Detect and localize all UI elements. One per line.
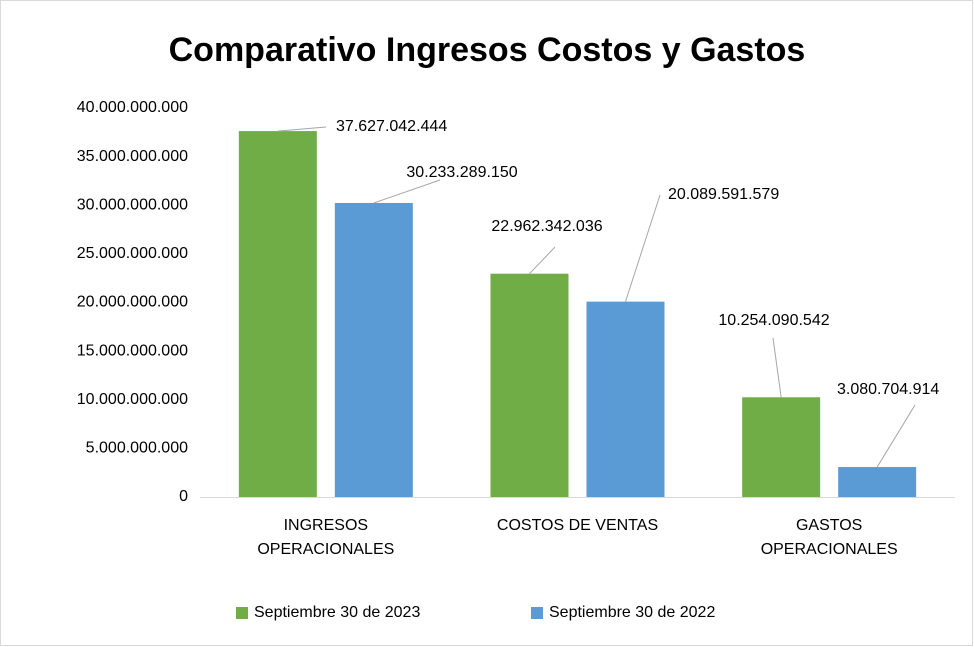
y-tick-label: 35.000.000.000 [77,148,188,165]
chart-title: Comparativo Ingresos Costos y Gastos [169,31,806,69]
leader-line [277,126,327,132]
legend-label: Septiembre 30 de 2022 [549,604,715,621]
legend-label: Septiembre 30 de 2023 [254,604,420,621]
y-tick-label: 40.000.000.000 [77,99,188,116]
y-tick-label: 5.000.000.000 [86,440,188,457]
data-label: 37.627.042.444 [336,118,447,135]
data-label: 3.080.704.914 [837,381,939,398]
leader-line [529,246,556,275]
leader-line [373,179,441,204]
legend-swatch [236,607,248,619]
y-tick-label: 10.000.000.000 [77,391,188,408]
y-tick-label: 25.000.000.000 [77,245,188,262]
data-label: 20.089.591.579 [668,186,779,203]
bar [334,202,413,497]
x-tick-label: COSTOS DE VENTAS [496,517,659,534]
bar [238,131,317,497]
x-tick-label: INGRESOS OPERACIONALES [257,517,395,558]
bar [838,467,917,497]
leader-line [772,337,782,398]
y-tick-label: 0 [179,488,188,505]
y-tick-label: 20.000.000.000 [77,294,188,311]
x-tick-label: GASTOS OPERACIONALES [760,517,898,558]
legend-swatch [531,607,543,619]
bar [586,301,665,497]
data-label: 10.254.090.542 [718,312,829,329]
bar [490,273,569,497]
y-tick-label: 30.000.000.000 [77,196,188,213]
leader-line [876,404,916,468]
y-tick-label: 15.000.000.000 [77,342,188,359]
bar [742,397,821,497]
data-label: 22.962.342.036 [491,218,602,235]
data-label: 30.233.289.150 [406,164,517,181]
leader-line [625,194,661,302]
